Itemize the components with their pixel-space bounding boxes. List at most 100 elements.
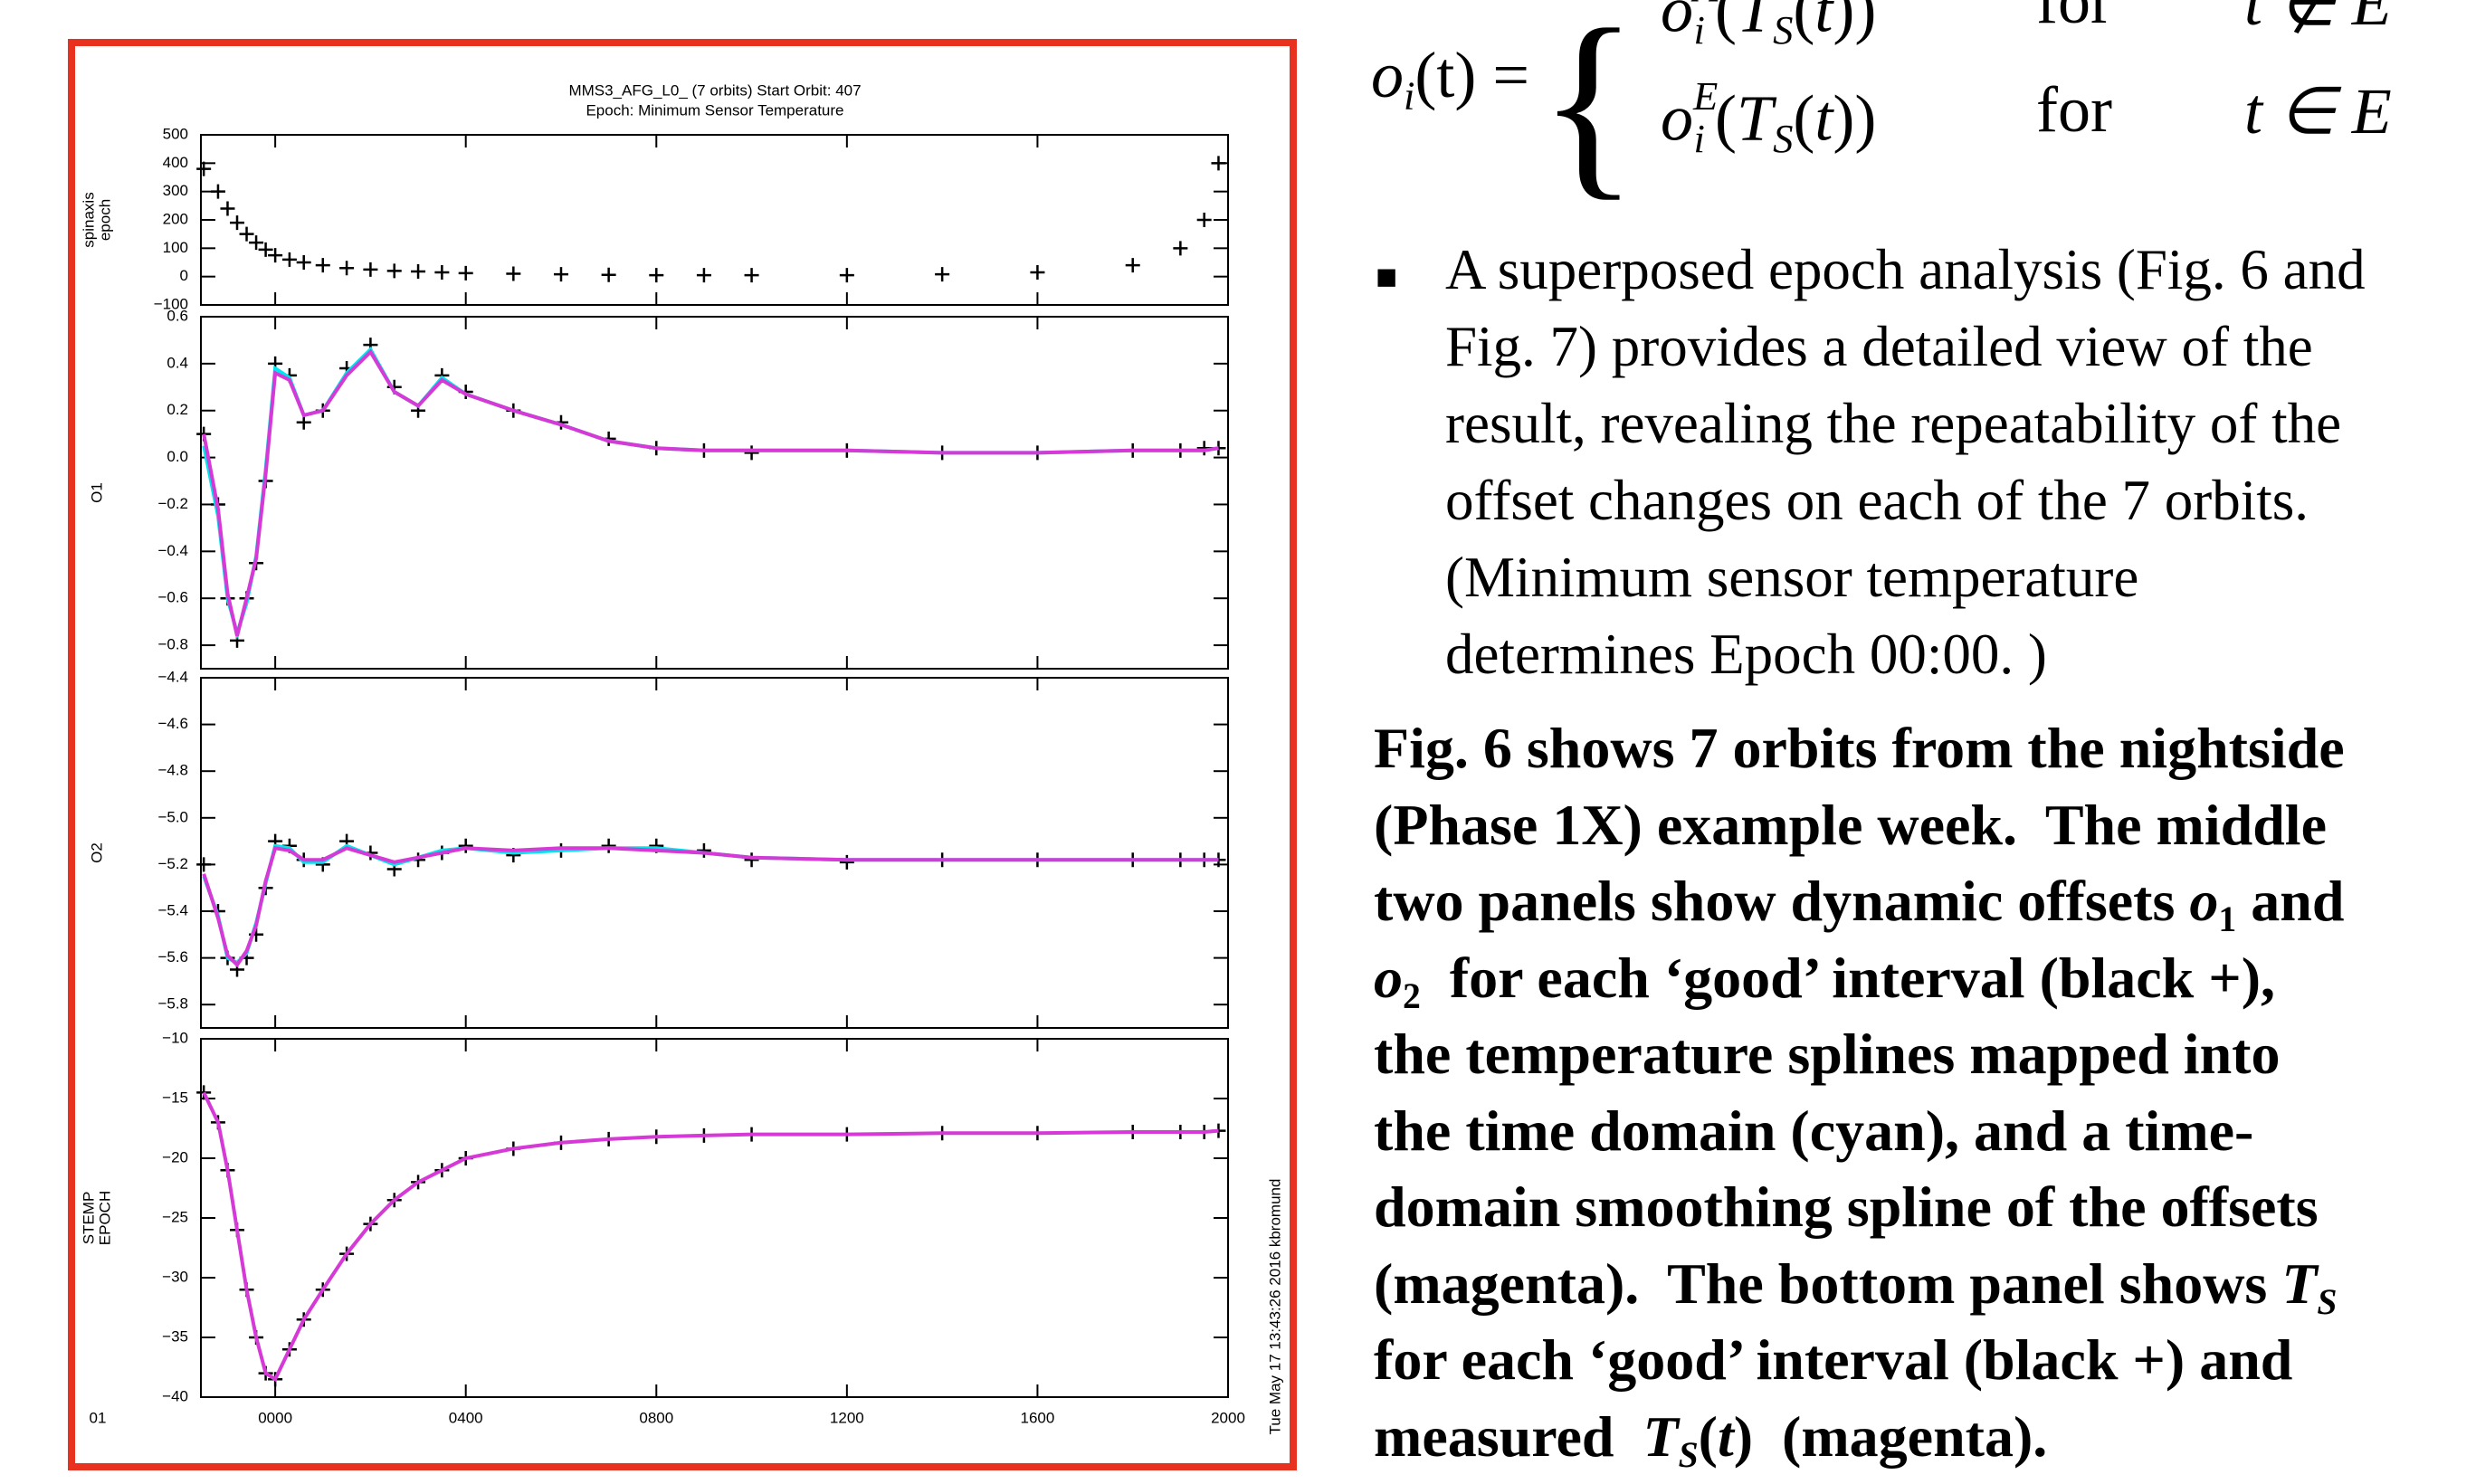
- equation-word: for: [2036, 73, 2112, 146]
- text-segment: T: [1643, 1403, 1679, 1469]
- plus-marker: [363, 262, 378, 277]
- plus-marker: [458, 265, 473, 281]
- text-segment: T: [1737, 81, 1774, 155]
- y-axis-label: EPOCH: [96, 1191, 113, 1245]
- spline-line: [202, 1091, 1219, 1383]
- plus-marker: [386, 263, 402, 279]
- x-axis-note: 01: [90, 1409, 107, 1426]
- text-segment: measured: [1374, 1403, 1643, 1469]
- equation-cond: t ∉ E: [2244, 0, 2392, 41]
- text-segment: 2: [1403, 975, 1421, 1016]
- plus-marker: [434, 264, 450, 280]
- plus-marker: [315, 258, 330, 273]
- text-segment: (: [1715, 0, 1738, 46]
- text-segment: two panels show dynamic offsets: [1374, 869, 2190, 933]
- side-note: Tue May 17 13:43:26 2016 kbromund: [1266, 1179, 1283, 1435]
- y-axis-label: spinaxis: [80, 192, 97, 247]
- panel-frame: [200, 134, 1229, 306]
- text-segment: (: [1715, 81, 1738, 155]
- plus-marker: [601, 838, 616, 853]
- spline-line: [202, 348, 1219, 637]
- y-tick-label: −4.6: [157, 715, 188, 732]
- text-segment: A: [1693, 0, 1718, 10]
- red-frame: [68, 39, 1297, 1470]
- caption-line: (Phase 1X) example week. The middle: [1374, 792, 2327, 859]
- x-tick-label: 2000: [1211, 1409, 1245, 1426]
- caption-line: o2 for each ‘good’ interval (black +),: [1374, 945, 2275, 1017]
- plus-marker: [601, 267, 616, 282]
- panel-frame: [200, 316, 1229, 670]
- text-segment: t ∈ E: [2244, 75, 2392, 147]
- text-segment: (Phase 1X) example week. The middle: [1374, 792, 2327, 857]
- caption-line: measured TS(t) (magenta).: [1374, 1403, 2047, 1476]
- text-segment: 1: [2218, 899, 2237, 939]
- plus-marker: [696, 842, 711, 858]
- spline-line: [202, 843, 1219, 966]
- text-segment: the temperature splines mapped into: [1374, 1022, 2281, 1086]
- plus-marker: [1196, 213, 1212, 227]
- panel-frame: [200, 677, 1229, 1029]
- y-tick-label: 400: [163, 154, 188, 171]
- plus-marker: [1030, 264, 1045, 280]
- text-segment: (t) =: [1414, 39, 1529, 111]
- chart-title: Epoch: Minimum Sensor Temperature: [586, 101, 843, 119]
- bullet-text: (Minimum sensor temperature: [1445, 546, 2139, 609]
- plus-marker: [935, 267, 950, 282]
- equation-expr: oAi(TS(t)): [1661, 0, 1876, 53]
- equation-lhs: oi(t) =: [1371, 38, 1529, 119]
- y-tick-label: −5.6: [157, 948, 188, 966]
- caption-line: for each ‘good’ interval (black +) and: [1374, 1327, 2292, 1394]
- bullet-text: offset changes on each of the 7 orbits.: [1445, 469, 2309, 532]
- text-segment: E: [1693, 73, 1719, 119]
- y-axis-label: O2: [88, 842, 105, 863]
- text-segment: o: [1661, 0, 1693, 46]
- y-tick-label: −30: [162, 1268, 188, 1285]
- equation-expr: oEi (TS(t)): [1661, 72, 1876, 162]
- text-segment: S: [1773, 115, 1794, 161]
- text-segment: (magenta). The bottom panel shows: [1374, 1251, 2282, 1316]
- plus-marker: [268, 248, 283, 263]
- spline-line: [202, 846, 1219, 968]
- panel-frame: [200, 1038, 1229, 1398]
- caption-line: Fig. 6 shows 7 orbits from the nightside: [1374, 715, 2345, 782]
- text-segment: ) (magenta).: [1733, 1403, 2048, 1469]
- caption-line: domain smoothing spline of the offsets: [1374, 1174, 2319, 1241]
- text-segment: o: [2189, 869, 2219, 933]
- y-tick-label: 0.6: [167, 307, 188, 324]
- plus-marker: [210, 184, 225, 199]
- text-segment: i: [1693, 115, 1705, 161]
- text-segment: S: [1678, 1434, 1699, 1475]
- y-tick-label: −0.4: [157, 542, 188, 559]
- caption-line: the temperature splines mapped into: [1374, 1021, 2280, 1088]
- y-tick-label: −5.2: [157, 855, 188, 872]
- text-segment: (: [1793, 81, 1815, 155]
- plus-marker: [1211, 156, 1226, 171]
- spline-line: [202, 347, 1219, 641]
- y-tick-label: −15: [162, 1089, 188, 1106]
- x-tick-label: 0400: [449, 1409, 483, 1426]
- y-tick-label: 0.0: [167, 448, 188, 465]
- text-segment: )): [1833, 0, 1877, 46]
- text-segment: the time domain (cyan), and a time-: [1374, 1098, 2254, 1163]
- y-tick-label: −0.6: [157, 589, 188, 606]
- plus-marker: [196, 161, 212, 176]
- plus-marker: [696, 268, 711, 283]
- plus-marker: [230, 215, 245, 231]
- plus-marker: [339, 261, 355, 276]
- caption-line: two panels show dynamic offsets o1 and: [1374, 868, 2344, 940]
- text-segment: for each ‘good’ interval (black +),: [1420, 945, 2276, 1010]
- y-tick-label: −5.4: [157, 901, 188, 918]
- bullet-text: A superposed epoch analysis (Fig. 6 and: [1445, 238, 2366, 301]
- y-tick-label: −5.0: [157, 808, 188, 825]
- text-segment: t: [1814, 0, 1833, 46]
- y-tick-label: −100: [154, 295, 188, 312]
- plus-marker: [649, 268, 664, 283]
- text-segment: t: [1717, 1403, 1734, 1469]
- text-segment: i: [1404, 72, 1415, 119]
- plus-marker: [458, 838, 473, 853]
- text-segment: T: [2281, 1251, 2318, 1316]
- y-tick-label: −35: [162, 1327, 188, 1345]
- text-segment: o: [1374, 945, 1403, 1010]
- plus-marker: [249, 235, 264, 251]
